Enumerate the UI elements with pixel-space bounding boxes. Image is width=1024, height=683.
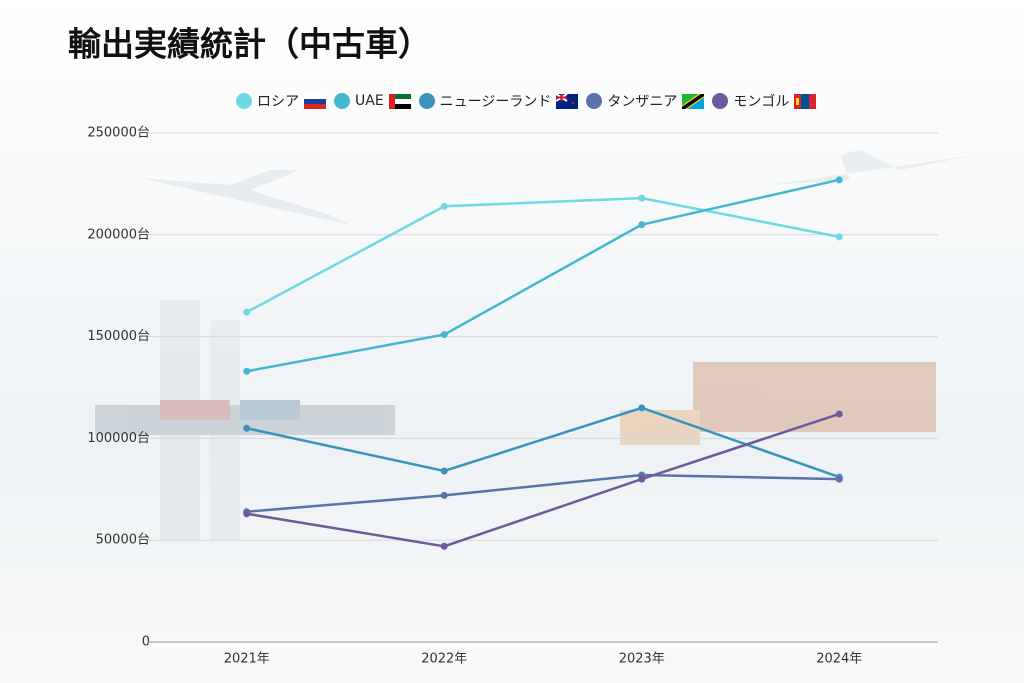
legend: ロシア UAE ニュージーランド タンザニア モンゴル [236, 91, 820, 111]
series-line [246, 196, 840, 314]
point [243, 308, 251, 316]
flag [304, 93, 326, 109]
point [835, 233, 843, 241]
point [638, 404, 646, 412]
point [243, 510, 251, 518]
legend-item: ロシア [236, 91, 326, 111]
point [440, 202, 448, 210]
legend-swatch [418, 93, 435, 109]
flag [388, 93, 411, 109]
y-tick-label: 200000台 [87, 227, 150, 242]
flag-icon [304, 93, 326, 109]
point [243, 367, 251, 375]
flag-icon [682, 93, 705, 109]
point [243, 424, 251, 432]
legend-swatch [236, 93, 252, 109]
legend-label: UAE [355, 93, 384, 109]
series-line [246, 473, 840, 513]
legend-label: ロシア [257, 94, 299, 110]
legend-swatch [586, 93, 603, 109]
y-tick-label: 250000台 [87, 126, 150, 141]
y-tick-label: 50000台 [96, 533, 150, 548]
legend-swatch [712, 93, 729, 109]
x-tick-label: 2024年 [816, 652, 862, 667]
y-tick-label: 100000台 [87, 431, 150, 446]
legend-item: タンザニア [586, 91, 705, 111]
legend-item: モンゴル [712, 91, 817, 111]
point [835, 176, 843, 184]
flag-icon [794, 93, 817, 109]
series-line [246, 178, 840, 373]
x-tick-label: 2022年 [421, 652, 467, 667]
legend-swatch [334, 93, 350, 109]
legend-label: ニュージーランド [439, 94, 552, 110]
flag-icon [556, 93, 579, 109]
point [835, 475, 843, 483]
y-tick-label: 150000台 [87, 329, 150, 344]
flag [556, 93, 579, 109]
series-line [246, 406, 840, 479]
series-line [246, 412, 840, 548]
flag-icon [388, 93, 411, 109]
legend-label: タンザニア [607, 94, 678, 110]
x-tick-label: 2021年 [224, 652, 270, 667]
point [638, 475, 646, 483]
legend-item: UAE [334, 93, 411, 109]
legend-label: モンゴル [733, 94, 790, 110]
point [638, 194, 646, 202]
point [440, 491, 448, 499]
flag [794, 93, 817, 109]
x-tick-label: 2023年 [619, 652, 665, 667]
flag [682, 93, 705, 109]
background-art [95, 150, 975, 540]
chart-title: 輸出実績統計（中古車） [68, 25, 431, 64]
point [638, 221, 646, 229]
y-tick-label: 0 [142, 635, 150, 650]
point [440, 331, 448, 339]
legend-item: ニュージーランド [418, 91, 579, 111]
point [440, 542, 448, 550]
point [440, 467, 448, 475]
point [835, 410, 843, 418]
